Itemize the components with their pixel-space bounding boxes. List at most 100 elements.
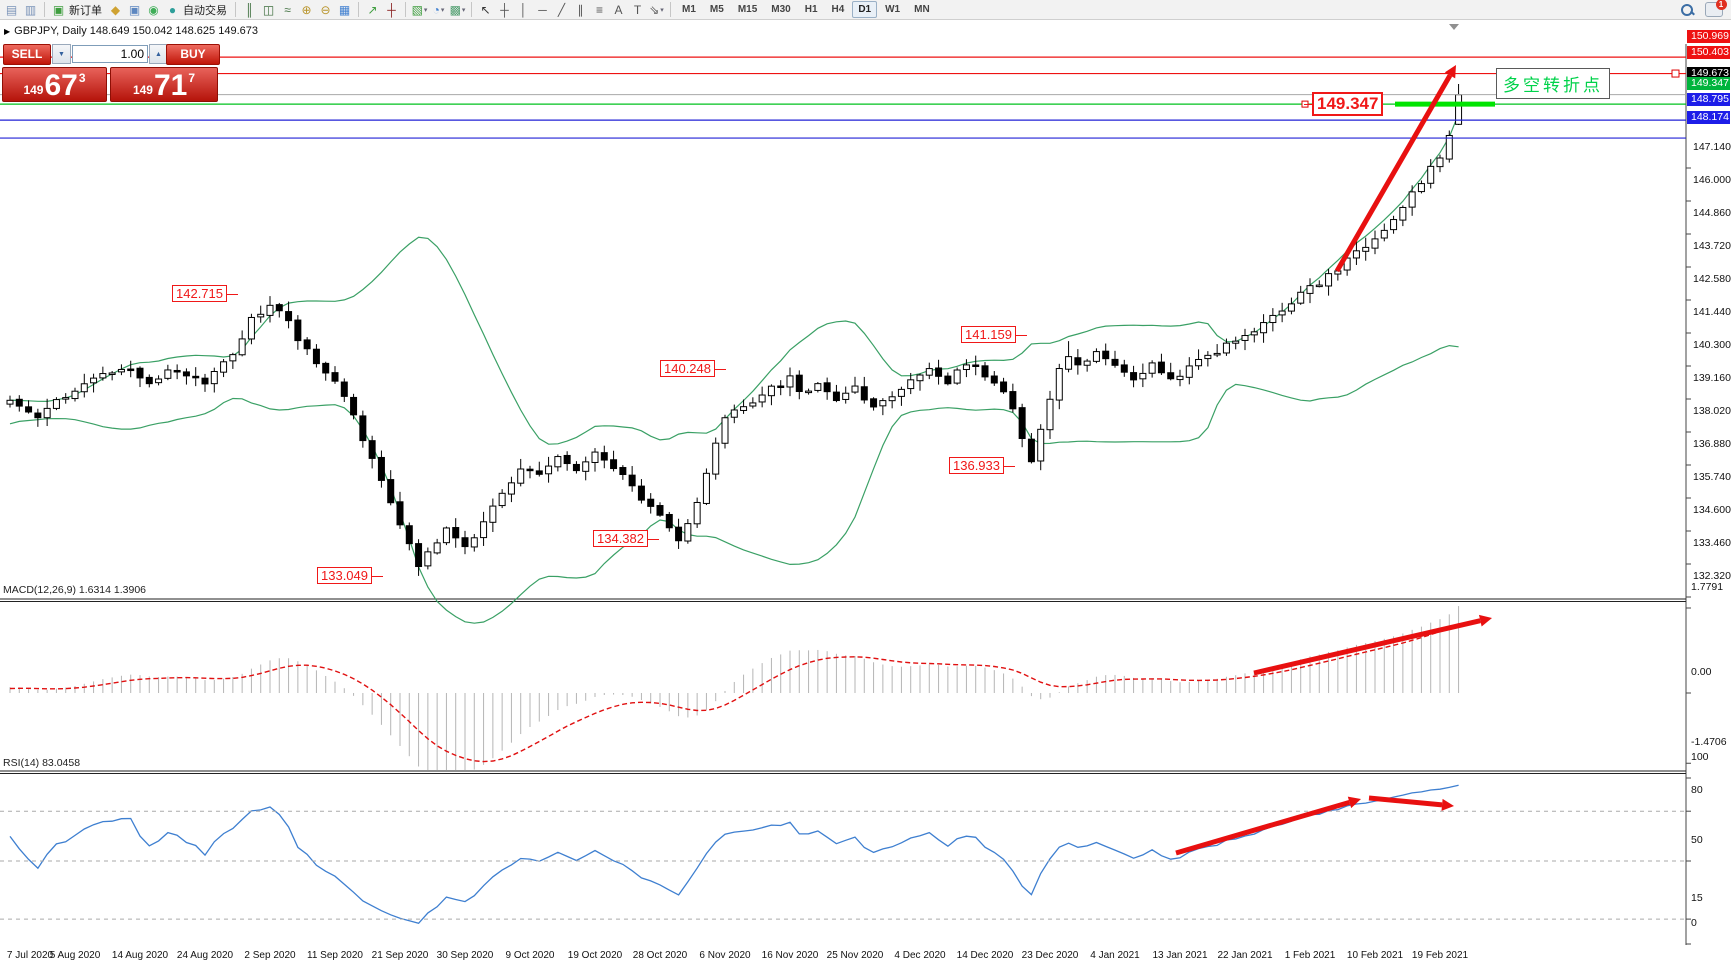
horizontal-line-icon[interactable]: ─: [533, 1, 552, 19]
callout-leader-line: [226, 293, 238, 295]
toolbar-separator: [235, 2, 236, 17]
price-callout[interactable]: 134.382: [593, 530, 659, 547]
charts-window-icon[interactable]: ▤: [2, 1, 21, 19]
date-tick-label: 28 Oct 2020: [632, 950, 688, 961]
price-callout[interactable]: 140.248: [660, 360, 726, 377]
price-callout[interactable]: 142.715: [172, 285, 238, 302]
magnifier-icon: [1680, 3, 1694, 17]
arrows-tool-icon[interactable]: ⇘ ▾: [647, 1, 666, 19]
zoom-out-icon[interactable]: ⊖: [316, 1, 335, 19]
vertical-line-icon: │: [519, 2, 528, 17]
channel-icon[interactable]: ∥: [571, 1, 590, 19]
market-watch-icon[interactable]: ▥: [21, 1, 40, 19]
text-icon: A: [614, 2, 623, 17]
indicators-icon[interactable]: ↗: [363, 1, 382, 19]
toolbar-right: 1: [1677, 0, 1727, 19]
toolbar-separator: [358, 2, 359, 17]
autotrading-icon[interactable]: ●: [163, 1, 182, 19]
trendline-icon[interactable]: ╱: [552, 1, 571, 19]
new-order-icon[interactable]: ▣: [49, 1, 68, 19]
buy-price-big: 71: [153, 69, 188, 102]
buy-price-display[interactable]: 149 71 7: [110, 67, 218, 102]
autotrading-label[interactable]: 自动交易: [183, 4, 227, 17]
fibonacci-icon[interactable]: ≡: [590, 1, 609, 19]
date-tick-label: 22 Jan 2021: [1217, 950, 1273, 961]
crosshair-mode-icon: ┼: [387, 2, 396, 17]
dropdown-caret-icon[interactable]: ▾: [440, 6, 445, 14]
tile-windows-icon: ▦: [338, 2, 351, 17]
date-tick-label: 4 Jan 2021: [1090, 950, 1140, 961]
period-clock-icon[interactable]: ◔ ▾: [429, 1, 448, 19]
sell-price-big: 67: [44, 69, 78, 102]
timeframe-h4[interactable]: H4: [831, 4, 845, 15]
buy-button[interactable]: BUY: [166, 44, 220, 65]
toolbar: ▤ ▥ ▣ 新订单 ◆ ▣ ◉ ● 自动交易 ║ ◫ ≈ ⊕ ⊖ ▦ ↗ ┼ ▧ ▾ ◔ ▾ ▩ ▾ ↖ ┼ │ ─ ╱ ∥ ≡ A T ⇘ ▾ M…: [0, 0, 1731, 20]
date-tick-label: 25 Nov 2020: [826, 950, 884, 961]
crosshair-icon[interactable]: ┼: [495, 1, 514, 19]
price-level-tag: 149.347: [1687, 76, 1730, 90]
line-chart-icon: ≈: [284, 2, 291, 17]
depth-of-market-icon[interactable]: ◆: [106, 1, 125, 19]
price-callout[interactable]: 141.159: [961, 326, 1027, 343]
sell-price-display[interactable]: 149 67 3: [2, 67, 107, 102]
cursor-icon[interactable]: ↖: [476, 1, 495, 19]
chart-canvas[interactable]: [0, 21, 1731, 945]
terminal-icon[interactable]: ▣: [125, 1, 144, 19]
date-tick-label: 7 Jul 2020: [6, 950, 54, 961]
volume-input[interactable]: [72, 45, 148, 63]
candlestick-chart-icon[interactable]: ◫: [259, 1, 278, 19]
crosshair-mode-icon[interactable]: ┼: [382, 1, 401, 19]
callout-leader-line: [647, 538, 659, 540]
timeframe-mn[interactable]: MN: [914, 4, 930, 15]
bar-chart-icon[interactable]: ║: [240, 1, 259, 19]
date-tick-label: 13 Jan 2021: [1152, 950, 1208, 961]
price-axis[interactable]: 147.140 146.000 144.860 143.720 142.580 141.4…: [1687, 21, 1731, 945]
zoom-in-icon[interactable]: ⊕: [297, 1, 316, 19]
date-tick-label: 1 Feb 2021: [1284, 950, 1336, 961]
callout-leader-line: [1304, 104, 1314, 105]
turning-point-note[interactable]: 多空转折点: [1496, 68, 1610, 99]
price-callout[interactable]: 133.049: [317, 567, 383, 584]
timeframe-m15[interactable]: M15: [737, 4, 758, 15]
line-chart-icon[interactable]: ≈: [278, 1, 297, 19]
buy-price-sup: 7: [188, 71, 196, 85]
timeframe-m1[interactable]: M1: [682, 4, 696, 15]
date-tick-label: 23 Dec 2020: [1021, 950, 1079, 961]
tile-windows-icon[interactable]: ▦: [335, 1, 354, 19]
rsi-tick-label: 100: [1691, 751, 1709, 763]
volume-decrease-button[interactable]: ▼: [52, 44, 71, 64]
terminal-icon: ▣: [128, 2, 141, 17]
text-icon[interactable]: A: [609, 1, 628, 19]
template-icon[interactable]: ▩ ▾: [448, 1, 467, 19]
dropdown-caret-icon[interactable]: ▾: [660, 6, 664, 14]
text-label-icon[interactable]: T: [628, 1, 647, 19]
date-tick-label: 14 Aug 2020: [111, 950, 169, 961]
macd-indicator-label: MACD(12,26,9) 1.6314 1.3906: [3, 584, 147, 596]
signals-icon[interactable]: ◉: [144, 1, 163, 19]
new-order-label[interactable]: 新订单: [69, 4, 102, 17]
timeframe-d1[interactable]: D1: [852, 1, 878, 18]
sell-button[interactable]: SELL: [3, 44, 51, 65]
dropdown-caret-icon[interactable]: ▾: [423, 6, 428, 14]
timeframe-w1[interactable]: W1: [885, 4, 901, 15]
timeframe-h1[interactable]: H1: [804, 4, 818, 15]
timeframe-m30[interactable]: M30: [771, 4, 791, 15]
date-axis[interactable]: 7 Jul 2020 5 Aug 2020 14 Aug 2020 24 Aug 20…: [0, 950, 1731, 964]
price-tick-label: 133.460: [1693, 536, 1731, 549]
trendline-icon: ╱: [557, 2, 566, 17]
add-indicator-icon[interactable]: ▧ ▾: [410, 1, 429, 19]
price-callout[interactable]: 136.933: [949, 457, 1015, 474]
chart-title-text: GBPJPY, Daily 148.649 150.042 148.625 14…: [14, 25, 258, 37]
text-label-icon: T: [633, 2, 642, 17]
date-tick-label: 19 Oct 2020: [567, 950, 623, 961]
vertical-line-icon[interactable]: │: [514, 1, 533, 19]
dropdown-caret-icon[interactable]: ▾: [461, 6, 466, 14]
notification-badge: 1: [1715, 0, 1727, 10]
price-callout[interactable]: 149.347: [1304, 92, 1384, 116]
chart-title: ▶ GBPJPY, Daily 148.649 150.042 148.625 …: [4, 25, 258, 37]
timeframe-m5[interactable]: M5: [709, 4, 724, 15]
date-tick-label: 9 Oct 2020: [505, 950, 555, 961]
price-tick-label: 141.440: [1693, 305, 1731, 318]
search-icon[interactable]: [1677, 1, 1696, 19]
notifications-icon[interactable]: 1: [1704, 0, 1727, 19]
